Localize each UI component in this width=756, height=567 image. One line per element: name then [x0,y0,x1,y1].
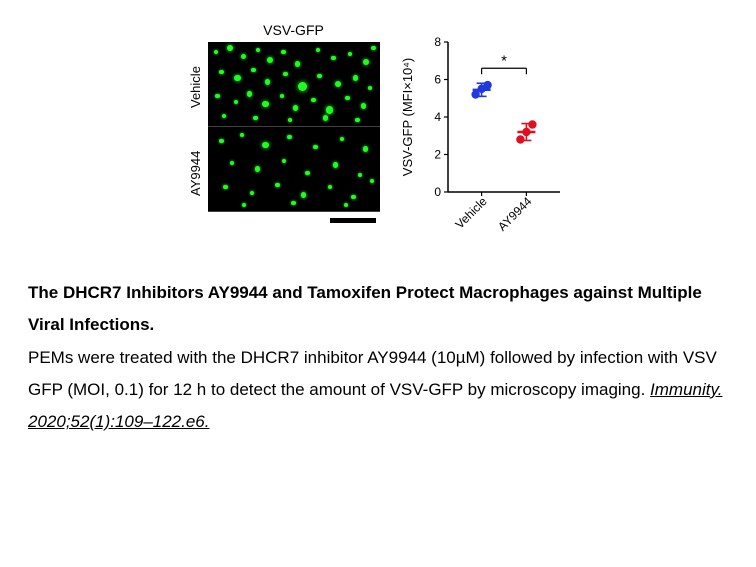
svg-text:0: 0 [434,185,441,199]
svg-text:2: 2 [434,148,441,162]
svg-text:4: 4 [434,110,441,124]
figure-row: Vehicle AY9944 VSV-GFP 0 2 4 6 8 VSV-GFP (MFI… [0,0,756,253]
scale-bar [330,218,376,223]
figure-caption: The DHCR7 Inhibitors AY9944 and Tamoxife… [0,253,756,438]
micrograph-panel-ay9944 [208,127,380,212]
svg-text:VSV-GFP (MFI×10⁴): VSV-GFP (MFI×10⁴) [400,58,415,176]
caption-body: PEMs were treated with the DHCR7 inhibit… [28,348,717,399]
svg-text:Vehicle: Vehicle [452,194,489,231]
svg-text:6: 6 [434,73,441,87]
micrograph-title: VSV-GFP [263,22,324,38]
micrograph-panel-vehicle [208,42,380,127]
micrograph-panels: VSV-GFP [208,22,380,223]
svg-text:8: 8 [434,35,441,49]
svg-text:AY9944: AY9944 [495,194,535,234]
micrograph-block: Vehicle AY9944 VSV-GFP [189,22,380,223]
row-label-ay9944: AY9944 [189,131,202,215]
caption-title: The DHCR7 Inhibitors AY9944 and Tamoxife… [28,283,702,334]
row-label-vehicle: Vehicle [189,45,202,129]
scatter-chart: 0 2 4 6 8 VSV-GFP (MFI×10⁴) VehicleAY9944 * [398,22,568,253]
svg-text:*: * [501,52,507,69]
micrograph-row-labels: Vehicle AY9944 [189,44,202,216]
